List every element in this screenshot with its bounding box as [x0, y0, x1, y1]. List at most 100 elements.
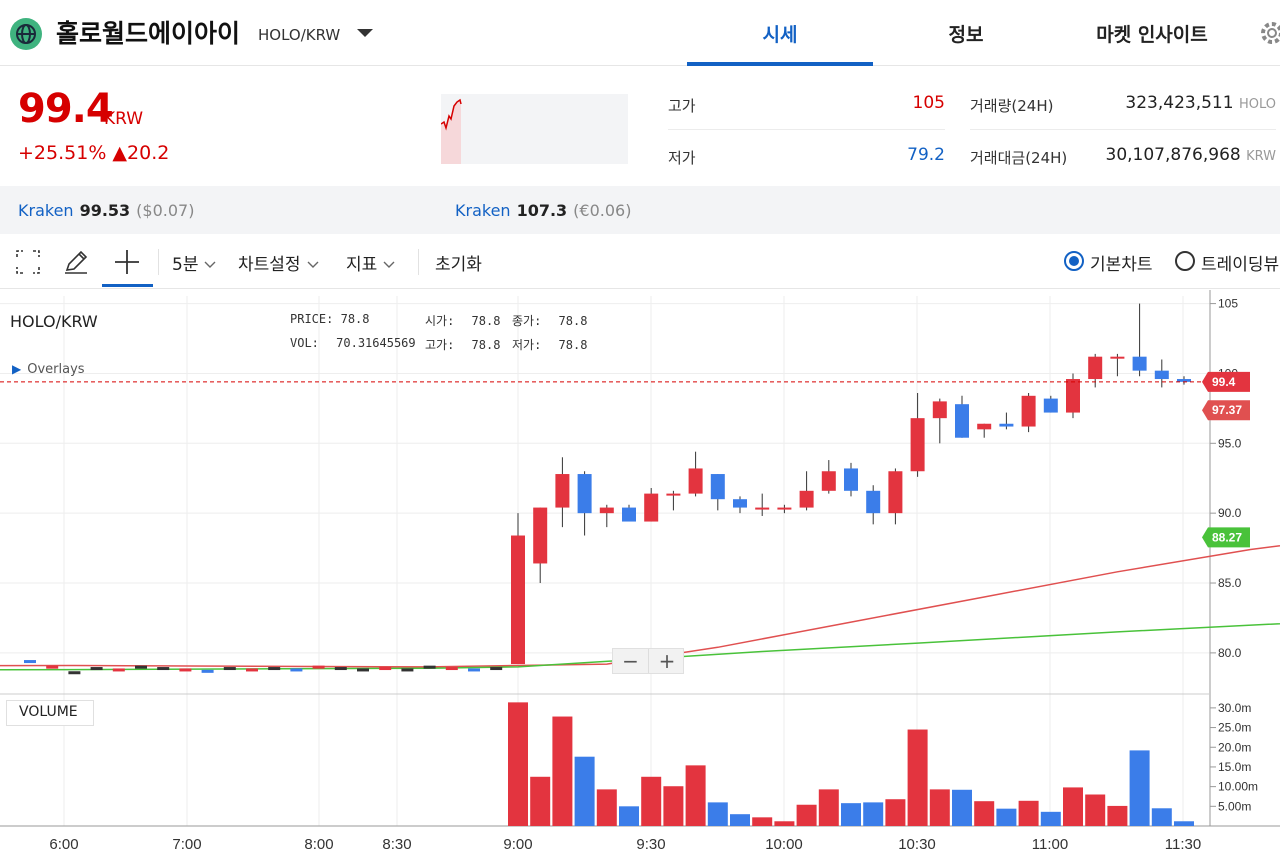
indicators-button[interactable]: 지표: [346, 250, 395, 275]
ohlc-open-value: 78.8: [471, 314, 501, 328]
candle-body: [799, 490, 814, 508]
candle-body: [710, 474, 725, 500]
crosshair-icon[interactable]: [113, 248, 141, 276]
volume-24h-unit: HOLO: [1238, 97, 1276, 112]
volume-tick-label: 20.0m: [1218, 740, 1251, 754]
ma-short-tag: 97.37: [1202, 400, 1250, 421]
chart-background: [0, 290, 1280, 856]
candle-body: [644, 493, 659, 522]
time-tick-label: 10:00: [765, 836, 803, 853]
candle-body: [999, 423, 1014, 427]
ohlc-open: 시가: 78.8: [425, 312, 500, 329]
pre-candle: [268, 667, 281, 671]
candle-body: [1132, 356, 1147, 371]
volume-bar: [552, 716, 573, 826]
chevron-down-icon: [204, 261, 216, 268]
stat-divider: [970, 129, 1276, 130]
price-tag-shape: [1202, 371, 1250, 392]
pre-candle: [379, 667, 392, 671]
indicators-label: 지표: [346, 255, 378, 275]
exchange-price-usd[interactable]: Kraken 99.53 ($0.07): [18, 201, 194, 220]
ohlc-volume-label: VOL:: [290, 336, 319, 350]
ma-short-line: [0, 545, 1280, 668]
volume-bar: [574, 756, 595, 826]
exchange-bar: [0, 186, 1280, 234]
pencil-icon[interactable]: [62, 248, 90, 276]
ohlc-volume: VOL: 70.31645569: [290, 336, 416, 350]
candle-body: [977, 423, 992, 430]
volume-24h-label: 거래량(24H): [970, 97, 1054, 115]
pre-candle: [112, 668, 125, 672]
candle-body: [1177, 379, 1191, 382]
price-change: +25.51% ▲20.2: [18, 142, 170, 164]
pre-candle: [445, 667, 458, 671]
gear-icon[interactable]: [1258, 20, 1280, 46]
volume-bar: [863, 802, 884, 826]
volume-bar: [530, 776, 551, 826]
candle-body: [533, 507, 548, 564]
volume-bar: [596, 789, 617, 826]
volume-bar: [508, 702, 528, 826]
candle-body: [1088, 356, 1103, 380]
current-price: 99.4: [18, 86, 114, 132]
volume-bar: [952, 789, 972, 826]
time-tick-label: 6:00: [49, 836, 78, 853]
ohlc-close-value: 78.8: [558, 314, 588, 328]
price-chart[interactable]: 6:00 7:00 8:00 8:30 9:00 9:30 10:00 10:30 11:00 1…: [0, 290, 1280, 856]
time-tick-label: 9:00: [503, 836, 532, 853]
volume-bar: [1085, 794, 1106, 826]
time-tick-label: 9:30: [636, 836, 665, 853]
amount-24h-label: 거래대금(24H): [970, 149, 1068, 167]
candle-body: [844, 468, 858, 491]
candle-body: [1043, 398, 1058, 413]
ma-long-line: [0, 622, 1280, 671]
basic-chart-label[interactable]: 기본차트: [1090, 255, 1153, 275]
overlays-toggle[interactable]: ▶ Overlays: [12, 362, 85, 377]
toolbar-divider: [418, 249, 419, 275]
volume-bar: [1018, 800, 1039, 826]
chart-settings-button[interactable]: 차트설정: [238, 250, 319, 275]
exchange-name: Kraken: [455, 201, 511, 220]
tab-market-insight[interactable]: 마켓 인사이트: [1096, 24, 1208, 46]
candle-body: [555, 474, 570, 508]
tradingview-label[interactable]: 트레이딩뷰: [1201, 255, 1280, 275]
candle-body: [666, 493, 681, 496]
time-tick-label: 8:30: [382, 836, 411, 853]
zoom-out-button[interactable]: −: [613, 649, 649, 673]
exchange-sub: ($0.07): [136, 201, 195, 220]
pair-dropdown-icon[interactable]: [354, 24, 376, 42]
zoom-in-button[interactable]: +: [658, 649, 676, 673]
toolbar-divider: [158, 249, 159, 275]
volume-bar: [1107, 805, 1128, 826]
volume-tick-label: 25.0m: [1218, 721, 1251, 735]
low-value: 79.2: [907, 145, 945, 165]
basic-chart-radio[interactable]: [1064, 251, 1084, 271]
ohlc-low-value: 78.8: [558, 338, 588, 352]
tab-price[interactable]: 시세: [762, 24, 798, 46]
exchange-price-eur[interactable]: Kraken 107.3 (€0.06): [455, 201, 631, 220]
pre-candle: [468, 668, 480, 672]
price-tag-shape: [1202, 527, 1250, 548]
amount-24h-value: 30,107,876,968: [1105, 145, 1241, 165]
pre-candle: [290, 668, 303, 672]
volume-24h-value: 323,423,511: [1125, 93, 1234, 113]
price-tag-label: 88.27: [1212, 530, 1242, 544]
price-tick-label: 95.0: [1218, 436, 1242, 450]
volume-bar: [841, 803, 861, 826]
candle-body: [577, 474, 592, 514]
interval-select[interactable]: 5분: [172, 250, 216, 275]
tradingview-radio[interactable]: [1175, 251, 1195, 271]
chevron-down-icon: [383, 261, 395, 268]
reset-button[interactable]: 초기화: [435, 255, 482, 275]
tab-info[interactable]: 정보: [948, 24, 984, 46]
volume-24h: 323,423,511 HOLO: [1090, 93, 1276, 113]
ohlc-low: 저가: 78.8: [512, 336, 587, 353]
active-tab-indicator: [687, 62, 873, 66]
pre-candle: [179, 668, 192, 672]
stat-divider: [668, 129, 945, 130]
fullscreen-icon[interactable]: [14, 248, 42, 276]
price-tick-label: 90.0: [1218, 506, 1242, 520]
interval-label: 5분: [172, 255, 199, 275]
volume-bar: [929, 789, 950, 826]
ohlc-high: 고가: 78.8: [425, 336, 500, 353]
